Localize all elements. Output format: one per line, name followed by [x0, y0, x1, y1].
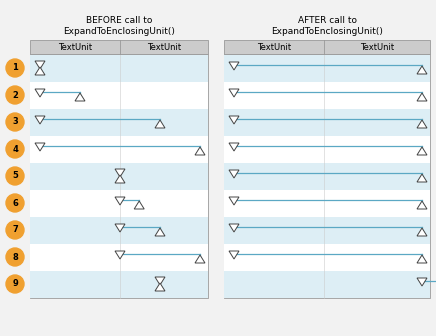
Text: AFTER call to
ExpandToEnclosingUnit(): AFTER call to ExpandToEnclosingUnit() [271, 16, 383, 36]
Text: BEFORE call to
ExpandToEnclosingUnit(): BEFORE call to ExpandToEnclosingUnit() [63, 16, 175, 36]
Polygon shape [115, 169, 125, 177]
Polygon shape [229, 170, 239, 178]
Circle shape [6, 221, 24, 239]
Bar [224, 135, 430, 163]
Text: 7: 7 [12, 225, 18, 235]
Polygon shape [115, 251, 125, 259]
Bar [30, 109, 208, 135]
Bar [224, 216, 430, 244]
Polygon shape [155, 277, 165, 285]
Polygon shape [417, 201, 427, 209]
Text: 6: 6 [12, 199, 18, 208]
Polygon shape [195, 255, 205, 263]
Polygon shape [35, 143, 45, 151]
Bar [224, 54, 430, 82]
Bar [224, 190, 430, 216]
Polygon shape [417, 255, 427, 263]
Bar [30, 54, 208, 82]
Bar [30, 216, 208, 244]
Polygon shape [417, 66, 427, 74]
Polygon shape [229, 116, 239, 124]
Bar [30, 163, 208, 190]
Text: 3: 3 [12, 118, 18, 126]
Circle shape [6, 194, 24, 212]
Polygon shape [75, 93, 85, 101]
Polygon shape [115, 224, 125, 232]
Text: 4: 4 [12, 144, 18, 154]
Polygon shape [155, 228, 165, 236]
Circle shape [6, 140, 24, 158]
Bar [224, 244, 430, 270]
Circle shape [6, 248, 24, 266]
Text: 8: 8 [12, 252, 18, 261]
Bar [224, 109, 430, 135]
Bar [224, 163, 430, 190]
Polygon shape [417, 93, 427, 101]
Polygon shape [115, 175, 125, 183]
Circle shape [6, 86, 24, 104]
Bar [30, 190, 208, 216]
Bar [30, 244, 208, 270]
Polygon shape [35, 67, 45, 75]
Bar [30, 40, 208, 54]
Text: 1: 1 [12, 64, 18, 73]
Polygon shape [229, 143, 239, 151]
Polygon shape [115, 197, 125, 205]
Polygon shape [229, 89, 239, 97]
Circle shape [6, 167, 24, 185]
Bar [224, 270, 430, 297]
Bar [224, 54, 430, 297]
Polygon shape [417, 147, 427, 155]
Text: 9: 9 [12, 280, 18, 289]
Polygon shape [417, 278, 427, 286]
Polygon shape [195, 147, 205, 155]
Text: TextUnit: TextUnit [147, 42, 181, 51]
Polygon shape [229, 62, 239, 70]
Polygon shape [229, 224, 239, 232]
Circle shape [6, 59, 24, 77]
Bar [30, 82, 208, 109]
Polygon shape [155, 283, 165, 291]
Polygon shape [417, 228, 427, 236]
Polygon shape [134, 201, 144, 209]
Polygon shape [417, 174, 427, 182]
Circle shape [6, 113, 24, 131]
Text: 5: 5 [12, 171, 18, 180]
Text: 2: 2 [12, 90, 18, 99]
Polygon shape [229, 197, 239, 205]
Bar [30, 54, 208, 297]
Text: TextUnit: TextUnit [257, 42, 291, 51]
Polygon shape [229, 251, 239, 259]
Polygon shape [35, 89, 45, 97]
Polygon shape [417, 120, 427, 128]
Text: TextUnit: TextUnit [58, 42, 92, 51]
Circle shape [6, 275, 24, 293]
Text: TextUnit: TextUnit [360, 42, 394, 51]
Bar [224, 82, 430, 109]
Bar [30, 270, 208, 297]
Bar [30, 135, 208, 163]
Polygon shape [155, 120, 165, 128]
Polygon shape [35, 116, 45, 124]
Bar [224, 40, 430, 54]
Polygon shape [35, 61, 45, 69]
